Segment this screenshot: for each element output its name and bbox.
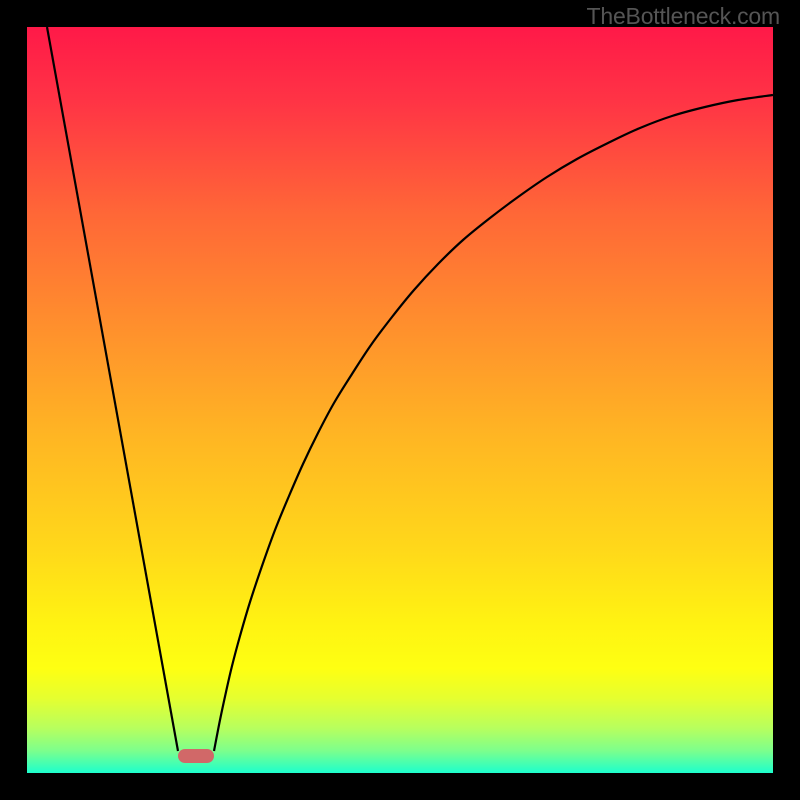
bottleneck-chart <box>0 0 800 800</box>
chart-container: TheBottleneck.com <box>0 0 800 800</box>
chart-background <box>27 27 773 773</box>
watermark-text: TheBottleneck.com <box>587 3 780 30</box>
bottleneck-marker <box>178 749 214 763</box>
